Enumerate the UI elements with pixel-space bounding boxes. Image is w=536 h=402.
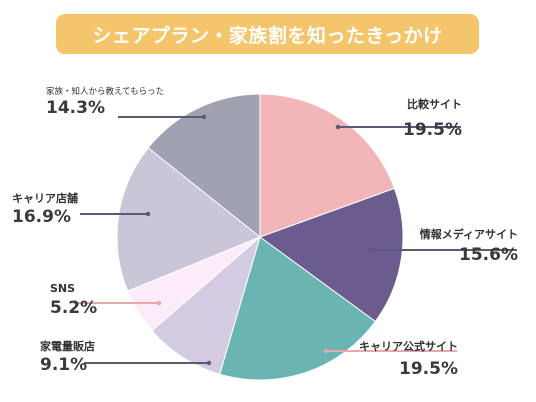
slice-percent: 15.6%	[459, 245, 518, 265]
slice-percent: 16.9%	[12, 207, 71, 227]
chart-title-banner: シェアプラン・家族割を知ったきっかけ	[56, 14, 479, 54]
slice-label: 家族・知人から教えてもらった	[46, 86, 164, 97]
slice-label: 比較サイト	[407, 97, 462, 111]
slice-percent: 14.3%	[46, 98, 105, 118]
pie-slice	[147, 93, 261, 239]
slice-label: キャリア店舗	[12, 191, 78, 205]
leader-dot	[201, 114, 207, 120]
leader-dot	[206, 360, 212, 366]
slice-label: 情報メディアサイト	[420, 227, 518, 241]
leader-dot	[145, 211, 151, 217]
pie-slice	[116, 147, 261, 292]
slice-percent: 5.2%	[50, 298, 97, 318]
leader-dot	[367, 247, 373, 253]
leader-dot	[335, 124, 341, 130]
slice-label: キャリア公式サイト	[359, 339, 458, 353]
chart-title: シェアプラン・家族割を知ったきっかけ	[92, 24, 443, 47]
slice-label: SNS	[50, 282, 75, 295]
slice-label: 家電量販店	[40, 339, 95, 353]
slice-percent: 19.5%	[399, 359, 458, 379]
leader-dot	[156, 300, 162, 306]
leader-dot	[323, 348, 329, 354]
slice-percent: 19.5%	[403, 120, 462, 140]
pie-slice	[258, 187, 404, 323]
pie-slice	[151, 235, 261, 375]
pie-slice	[259, 93, 396, 238]
pie-slice	[219, 236, 377, 381]
slice-percent: 9.1%	[40, 355, 87, 375]
